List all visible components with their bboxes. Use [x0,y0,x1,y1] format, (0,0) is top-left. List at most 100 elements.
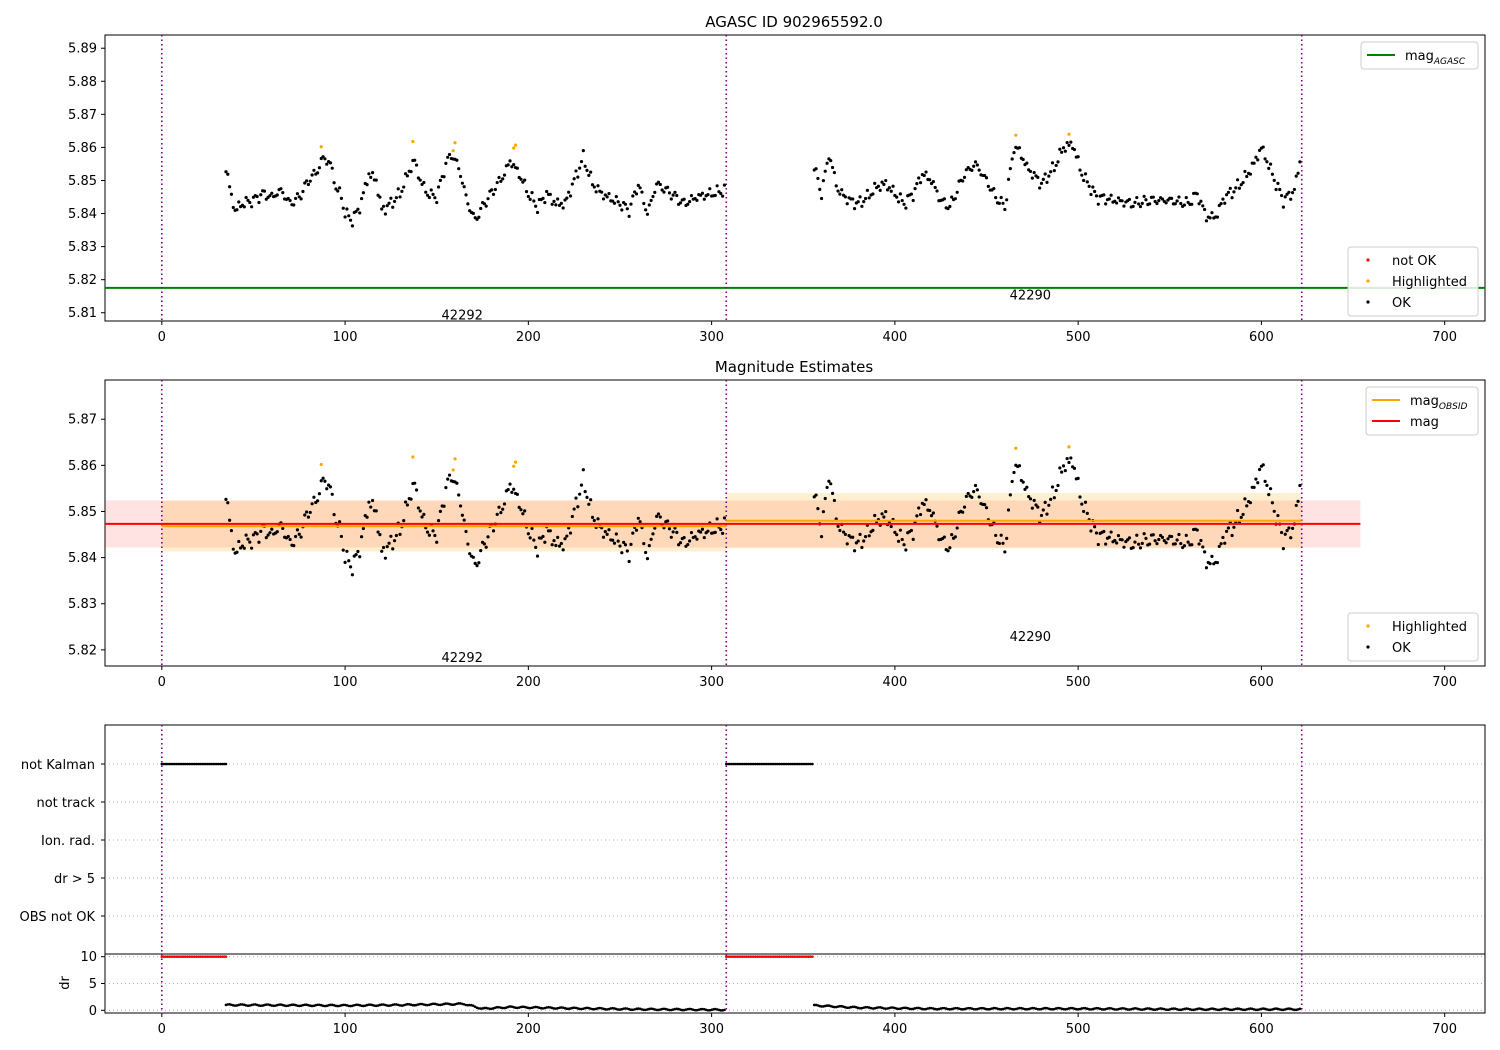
ok-point [1082,178,1086,183]
ok-point [1289,197,1293,201]
ok-point [319,479,323,483]
ok-point [312,495,316,499]
ok-point [391,205,395,209]
legend-point-swatch [1366,279,1370,283]
ok-point [385,545,389,549]
flag-point [169,762,173,766]
ok-point [359,535,364,539]
ok-point [347,214,351,218]
flag-point [198,762,202,766]
ok-point [295,528,300,532]
ok-point [583,490,587,494]
dr-point [565,1007,569,1011]
ok-point [1012,150,1016,155]
ok-point [1087,184,1091,189]
ok-point [970,168,974,172]
dr-capped-point [798,955,801,958]
x-tick-label: 100 [333,1022,358,1037]
ok-point [627,214,631,218]
ok-point [909,192,913,196]
ok-point [660,188,664,192]
ok-point [1017,464,1022,468]
dr-point [578,1007,581,1011]
ok-point [1102,529,1106,534]
ok-point [1142,194,1146,199]
ok-point [519,508,523,512]
dr-capped-point [164,955,167,958]
ok-point [1267,166,1271,171]
ok-point [1221,535,1225,540]
ok-point [1058,147,1062,151]
ok-point [1080,173,1084,177]
ok-point [1298,483,1302,488]
flag-category-label: OBS not OK [20,910,96,925]
ok-point [1190,543,1194,547]
ok-point [565,196,569,200]
ok-point [1065,140,1069,145]
ok-point [686,202,690,206]
ok-point [973,483,978,488]
ok-point [345,549,349,553]
ok-point [317,166,322,170]
ok-point [1144,536,1148,540]
ok-point [1138,204,1143,209]
y-tick-label: 5.86 [68,459,97,474]
ok-point [1109,530,1113,534]
ok-point [1257,148,1262,152]
dr-point [277,1003,281,1006]
ok-point [554,543,558,548]
ok-point [330,166,334,170]
ok-point [871,192,875,196]
ok-point [838,192,842,196]
ok-point [1182,203,1187,207]
x-tick-label: 300 [699,675,724,690]
ok-point [819,535,824,539]
ok-point [917,176,921,180]
ok-point [325,487,329,491]
ok-point [1054,163,1058,168]
ok-point [574,169,578,173]
ok-point [662,190,666,194]
ok-point [418,509,422,513]
ok-point [288,537,292,542]
ok-point [409,170,413,174]
ok-point [950,533,954,537]
y-tick-label: 5 [89,977,97,992]
ok-point [918,181,923,185]
y-tick-label: 5.87 [68,108,97,123]
ok-point [479,206,483,211]
ok-point [1025,485,1029,489]
ok-point [1067,143,1071,147]
ok-point [229,529,234,533]
ok-point [948,204,952,209]
ok-point [819,196,824,201]
ok-point [589,498,593,502]
ok-point [975,488,979,492]
ok-point [339,534,344,539]
ok-point [719,191,723,196]
ok-point [506,488,510,492]
ok-point [515,166,519,170]
dr-point [431,1002,435,1006]
ok-point [904,206,908,210]
ok-point [675,530,679,534]
ok-point [1072,147,1077,152]
obsid-label: 42292 [442,651,483,666]
ok-point [629,542,633,546]
ok-point [634,528,639,532]
ok-point [902,543,906,547]
ok-point [288,198,292,203]
ok-point [1107,197,1111,201]
flag-point [754,762,757,766]
ok-point [433,196,437,200]
ok-point [887,186,891,190]
ok-point [611,199,615,203]
ok-point [964,168,968,172]
figure-title: AGASC ID 902965592.0 [705,13,883,31]
flag-point [781,762,785,766]
flag-point [746,762,750,766]
ok-point [477,215,481,219]
flag-point [724,762,728,766]
ok-point [625,549,629,553]
ok-point [964,494,968,499]
